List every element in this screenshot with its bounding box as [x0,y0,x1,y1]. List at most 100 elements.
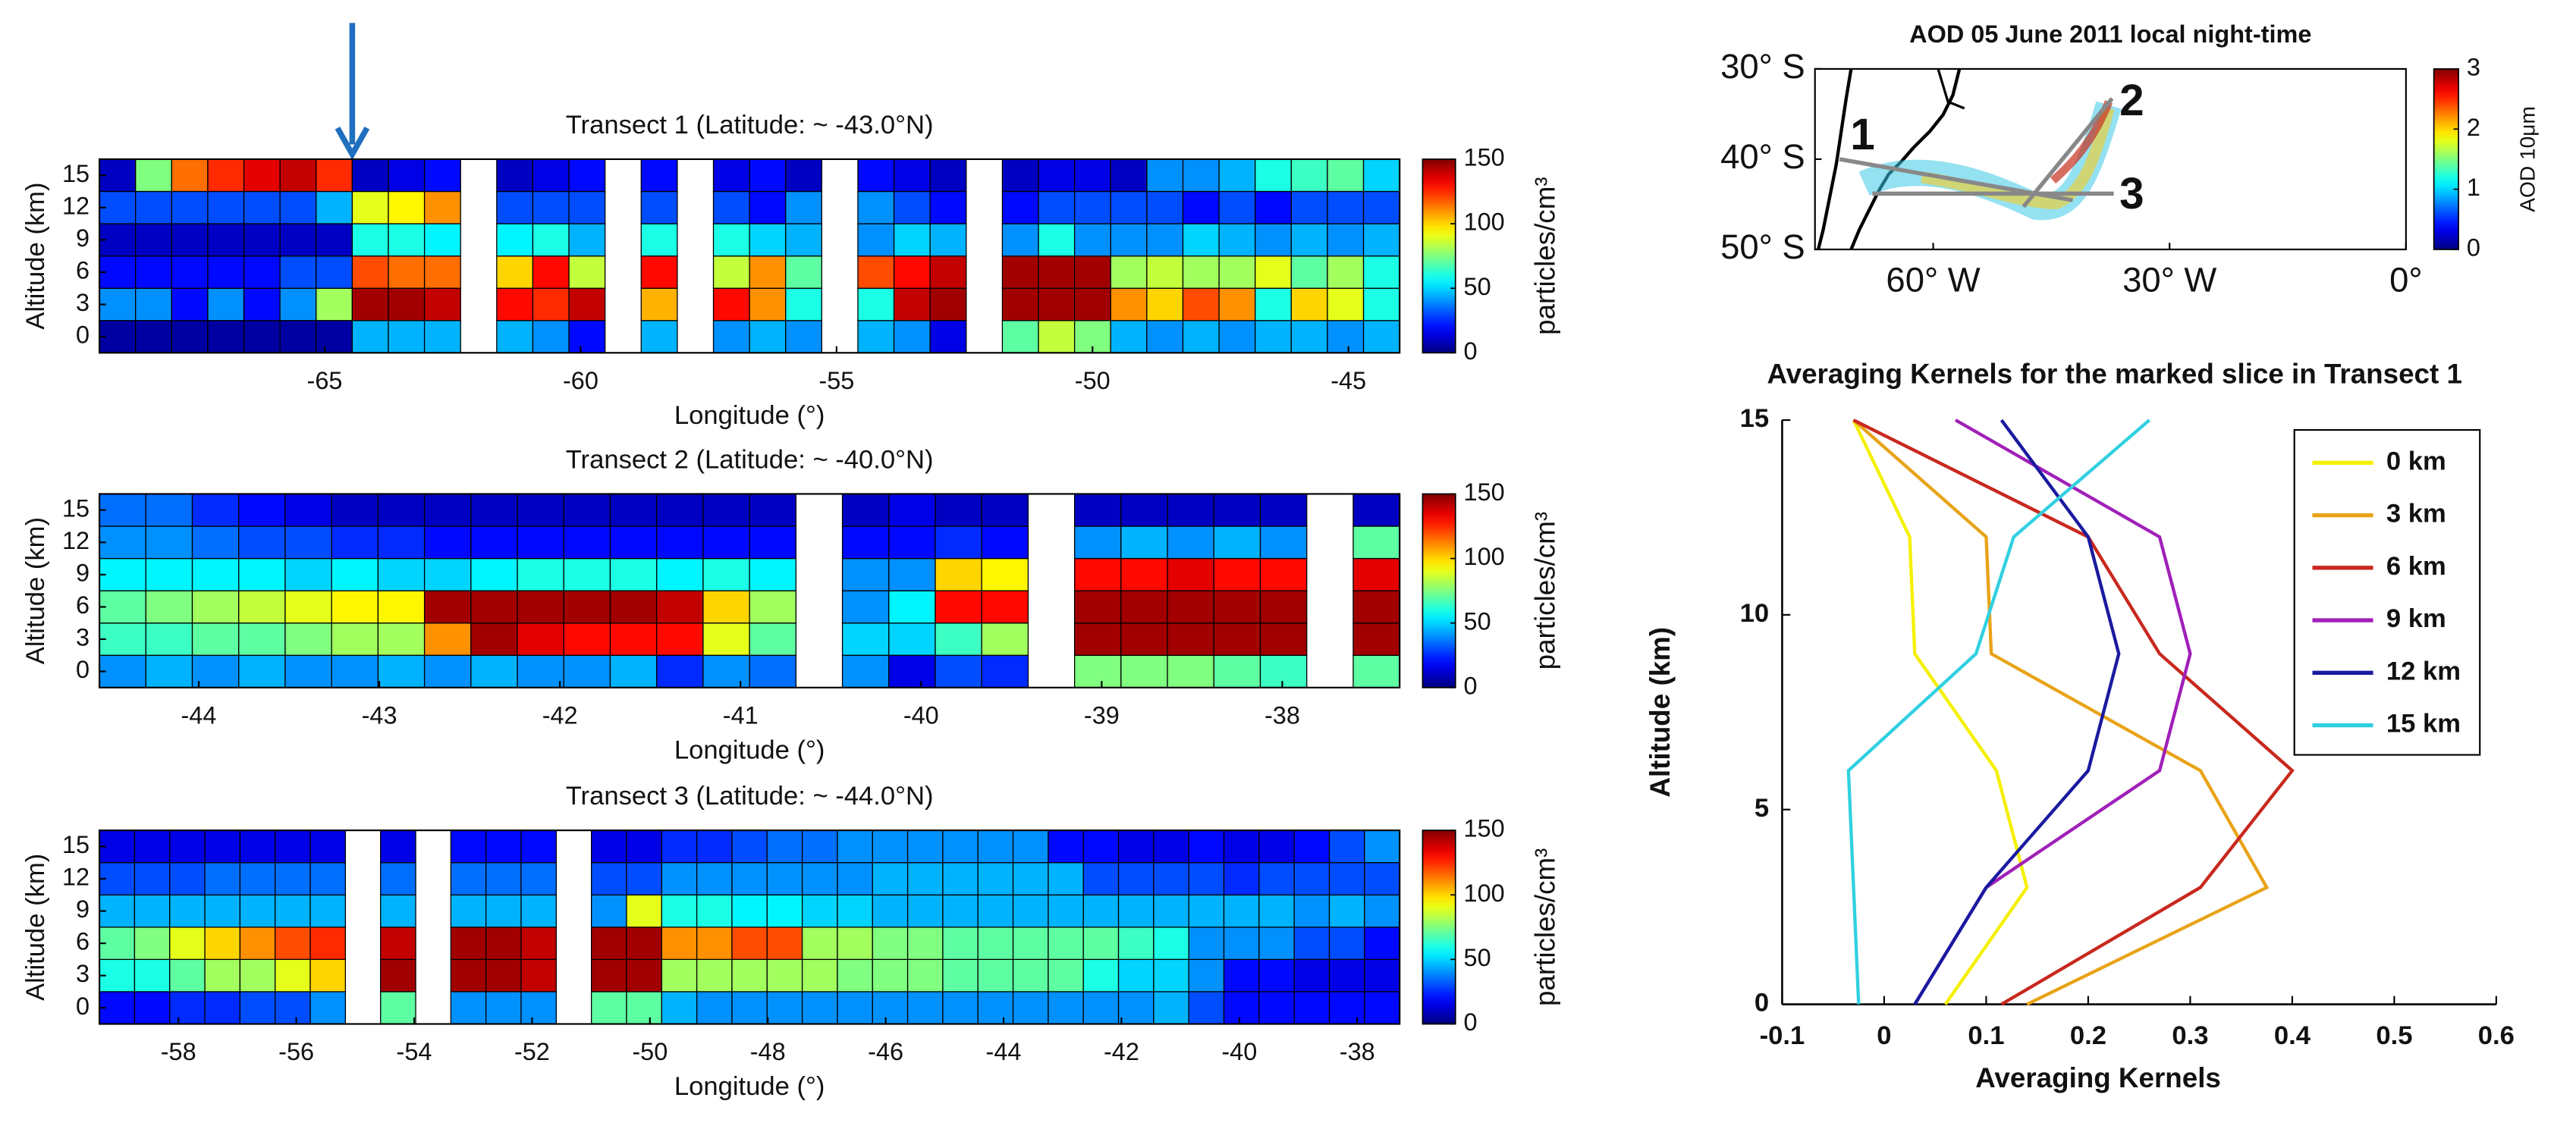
heat-cell [450,991,487,1025]
heat-cell [888,623,936,656]
heat-cell [284,654,332,688]
heat-cell [640,158,678,193]
heat-cell [485,830,522,864]
heat-cell [1048,894,1084,928]
x-axis-label: Longitude (°) [674,401,825,430]
heat-cell [279,190,317,224]
heat-cell [532,158,570,193]
heat-cell [609,557,658,591]
slice-arrow-head [335,126,370,161]
heat-cell [351,287,389,321]
heat-cell [450,927,487,961]
heat-cell [517,493,564,527]
heat-cell [284,623,332,656]
heat-cell [191,525,240,560]
heat-cell [284,525,332,560]
heat-cell [331,525,379,560]
heat-cell [1362,223,1400,257]
heat-cell [171,320,209,353]
legend-label: 9 km [2386,604,2446,633]
heat-cell [169,894,206,928]
heat-cell [1328,830,1365,864]
heat-cell [857,190,895,224]
heat-cell [309,830,347,864]
heat-cell [1327,255,1365,289]
heat-cell [377,557,426,591]
heat-cell [857,287,895,321]
heat-cell [696,894,733,928]
heat-cell [712,190,750,224]
heat-cell [135,287,172,321]
heat-cell [749,493,796,527]
heat-cell [171,223,209,257]
heat-cell [284,590,332,624]
heat-cell [532,255,570,289]
heat-cell [696,927,733,961]
colorbar-tick-label: 150 [1464,144,1505,171]
heat-cell [351,223,389,257]
x-tick-label: -60 [563,367,598,394]
heat-cell [520,958,557,993]
heat-cell [423,158,461,193]
heat-cell [872,830,909,864]
heat-cell [135,190,172,224]
heat-cell [1110,287,1148,321]
heat-cell [661,894,698,928]
heat-cell [1290,158,1328,193]
heat-cell [661,830,698,864]
heat-cell [377,525,426,560]
heat-cell [1073,255,1111,289]
colorbar-tick-label: 2 [2467,114,2480,141]
heat-cell [609,623,658,656]
x-tick-label: -50 [632,1038,668,1065]
heat-cell [731,862,768,895]
heat-cell [388,287,426,321]
heat-cell [496,255,534,289]
colorbar-label: particles/cm³ [1530,177,1561,334]
heat-cell [423,287,461,321]
heat-cell [702,654,750,688]
heat-cell [207,158,245,193]
heat-cell [1364,927,1400,961]
heat-cell [496,158,534,193]
heat-cell [1352,493,1400,527]
heat-cell [135,255,172,289]
heat-cell [1328,862,1365,895]
heat-cell [1255,320,1292,353]
heat-cell [841,590,890,624]
heat-cell [656,557,704,591]
y-tick-label: 15 [1740,404,1770,433]
heat-cell [496,320,534,353]
heat-cell [841,623,890,656]
heat-cell [1117,958,1154,993]
heat-cell [1117,927,1154,961]
heat-cell [423,525,472,560]
heat-cell [702,623,750,656]
y-tick-label: 9 [76,559,90,586]
heat-cell [1293,862,1330,895]
heat-cell [1073,158,1111,193]
heat-cell [1073,223,1111,257]
heat-cell [275,927,311,961]
heat-cell [275,830,311,864]
heat-cell [309,862,347,895]
heat-cell [380,991,416,1025]
heat-cell [169,958,206,993]
heat-cell [1146,190,1184,224]
heat-cell [171,190,209,224]
heat-cell [977,991,1014,1025]
plot-frame [99,493,1401,688]
heat-cell [99,623,146,656]
map-x-tick-label: 30° W [2122,260,2216,299]
legend-box [2293,428,2481,756]
kernel-line [1852,419,2270,1006]
heat-cell [837,927,873,961]
heat-cell [284,557,332,591]
coastline-west [1816,68,1853,250]
heat-cell [204,958,241,993]
heat-cell [377,493,426,527]
transect-label: 1 [1850,110,1875,159]
y-tick-label: 15 [62,160,90,187]
heat-cell [1258,862,1295,895]
kernel-line [1846,419,2151,1005]
